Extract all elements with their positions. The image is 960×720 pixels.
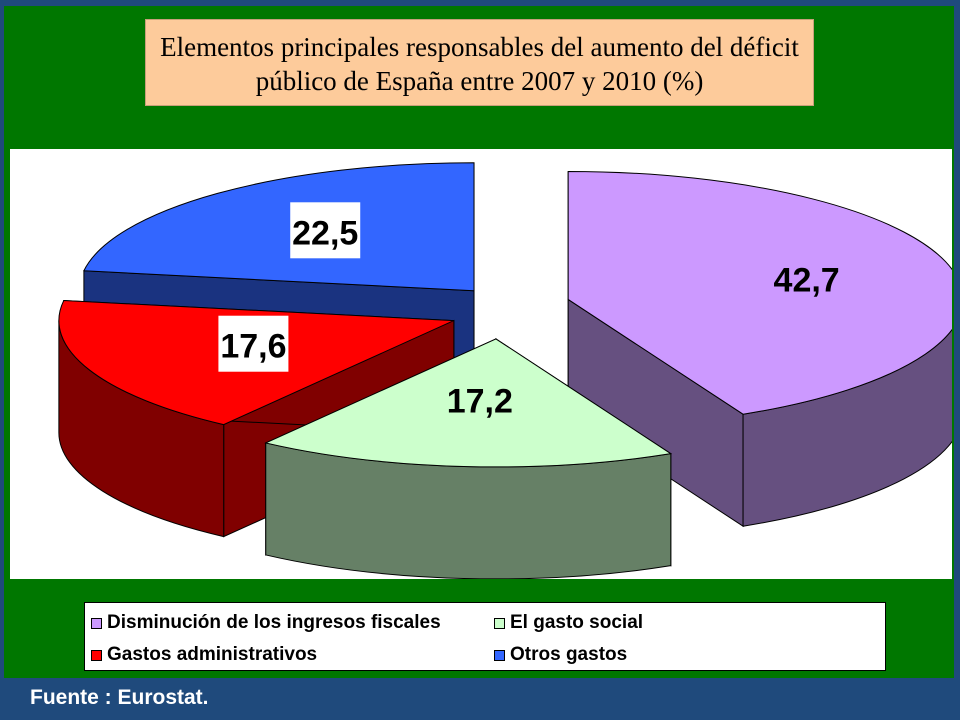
legend-item-disminucion: Disminución de los ingresos fiscales (91, 611, 441, 635)
legend-item-gasto-social: El gasto social (494, 611, 643, 635)
legend-label-disminucion: Disminución de los ingresos fiscales (107, 612, 441, 633)
pie-slice-top-disminucion (567, 170, 952, 415)
data-label-box-otros-gastos (290, 202, 361, 259)
legend-label-gasto-social: El gasto social (510, 612, 644, 633)
legend-swatch-gasto-social (494, 617, 505, 629)
data-label-disminucion: 42,7 (774, 261, 840, 299)
pie-slice-top-gasto-social (264, 338, 673, 468)
pie-chart: 42,7 17,2 17,6 22,5 (58, 162, 952, 579)
pie-slice-gasto-social (264, 337, 673, 579)
chart-title-line2: público de España entre 2007 y 2010 (%) (255, 66, 704, 96)
legend-item-otros-gastos: Otros gastos (494, 643, 627, 667)
chart-title: Elementos principales responsables del a… (145, 19, 814, 106)
legend-swatch-gastos-administrativos (91, 649, 102, 661)
chart-title-line1: Elementos principales responsables del a… (160, 32, 799, 62)
legend-label-gastos-administrativos: Gastos administrativos (107, 644, 318, 665)
data-label-gasto-social: 17,2 (447, 383, 513, 421)
pie-slice-disminucion (567, 170, 952, 528)
data-label-otros-gastos: 22,5 (292, 214, 358, 252)
source-note: Fuente : Eurostat. (30, 686, 209, 709)
legend-swatch-otros-gastos (494, 649, 505, 661)
legend: Disminución de los ingresos fiscales El … (84, 602, 886, 671)
legend-item-gastos-administrativos: Gastos administrativos (91, 643, 317, 667)
data-label-box-gastos-administrativos (218, 315, 289, 372)
legend-swatch-disminucion (91, 617, 102, 629)
plot-area: 42,7 17,2 17,6 22,5 (10, 149, 952, 579)
pie-slice-top-otros-gastos (83, 162, 475, 292)
legend-label-otros-gastos: Otros gastos (510, 644, 628, 665)
data-label-gastos-administrativos: 17,6 (220, 328, 286, 366)
